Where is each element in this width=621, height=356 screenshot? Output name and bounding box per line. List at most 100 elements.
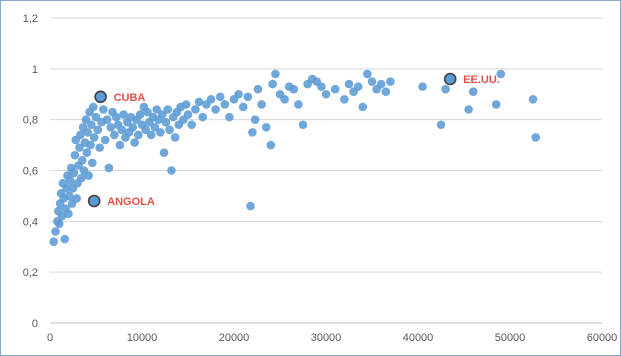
data-points: [49, 69, 541, 246]
data-point: [157, 110, 167, 119]
data-point: [87, 120, 96, 130]
data-point: [84, 171, 93, 180]
data-point: [95, 143, 104, 152]
x-tick-label: 0: [47, 332, 53, 344]
data-point: [161, 117, 171, 127]
data-point: [54, 219, 64, 229]
data-point: [248, 128, 257, 137]
data-point: [128, 122, 138, 132]
tick-labels: 0 0,2 0,4 0,6 0,8 1 1,2 0 10000 20000 30000 40000 50…: [23, 13, 618, 344]
data-point: [330, 84, 340, 94]
data-point: [215, 92, 225, 102]
data-point: [62, 183, 71, 193]
y-tick-label: 0,4: [23, 216, 38, 228]
data-point: [246, 201, 255, 211]
data-point: [100, 135, 110, 145]
data-point: [194, 97, 204, 107]
data-point: [163, 105, 173, 114]
data-point: [238, 102, 248, 112]
data-point: [115, 140, 125, 150]
data-point: [75, 143, 84, 152]
data-point: [111, 112, 121, 122]
data-point: [65, 191, 74, 201]
data-point: [250, 115, 260, 124]
data-point: [353, 82, 363, 91]
data-point: [187, 120, 196, 130]
y-tick-label: 0,6: [23, 166, 38, 178]
x-tick-label: 40000: [403, 332, 434, 344]
data-point: [340, 95, 349, 104]
data-point: [82, 148, 92, 158]
data-point: [317, 82, 326, 91]
data-point: [119, 110, 128, 119]
data-point: [91, 112, 101, 122]
data-point: [211, 105, 220, 114]
x-tick-label: 20000: [219, 332, 250, 344]
data-point: [72, 194, 81, 203]
data-point: [271, 69, 280, 79]
data-point: [81, 115, 91, 124]
data-point: [191, 105, 200, 114]
x-tick-label: 30000: [311, 332, 342, 344]
data-point: [134, 130, 143, 140]
annotation-label: EE.UU.: [463, 74, 500, 86]
highlighted-points: CUBA ANGOLA EE.UU.: [87, 72, 500, 208]
data-point: [76, 130, 85, 140]
data-point: [266, 140, 276, 150]
data-point: [367, 77, 377, 86]
data-point: [468, 87, 478, 97]
highlight-point: [87, 194, 101, 208]
data-point: [117, 125, 127, 135]
data-point: [183, 110, 193, 119]
data-point: [289, 84, 299, 94]
data-point: [130, 138, 139, 147]
y-tick-label: 1,2: [23, 13, 38, 25]
data-point: [268, 79, 277, 89]
data-point: [60, 234, 70, 244]
data-point: [104, 163, 114, 173]
y-tick-label: 0: [32, 318, 38, 330]
data-point: [181, 100, 191, 109]
data-point: [358, 102, 368, 112]
data-point: [234, 89, 243, 99]
data-point: [491, 100, 501, 109]
data-point: [93, 125, 103, 135]
data-point: [170, 133, 180, 142]
data-point: [69, 168, 79, 178]
data-point: [436, 120, 446, 130]
data-point: [363, 69, 372, 79]
data-point: [150, 122, 160, 132]
x-tick-label: 10000: [127, 332, 158, 344]
data-point: [88, 102, 98, 112]
data-point: [386, 77, 395, 86]
data-point: [225, 112, 234, 122]
data-point: [141, 125, 150, 135]
data-point: [64, 209, 73, 219]
y-tick-label: 1: [32, 64, 38, 76]
data-point: [220, 100, 230, 109]
data-point: [261, 122, 271, 132]
data-point: [381, 87, 391, 97]
data-point: [441, 84, 450, 94]
data-point: [167, 166, 176, 175]
data-point: [376, 79, 386, 89]
data-point: [321, 89, 331, 99]
data-point: [253, 84, 263, 94]
data-point: [86, 140, 95, 150]
data-point: [99, 105, 108, 114]
data-point: [89, 133, 99, 142]
data-point: [135, 110, 145, 119]
data-point: [88, 158, 97, 168]
data-point: [156, 128, 165, 137]
data-point: [198, 112, 208, 122]
data-point: [280, 95, 289, 104]
data-point: [77, 156, 87, 165]
x-tick-label: 50000: [495, 332, 526, 344]
data-point: [243, 92, 253, 102]
data-point: [110, 130, 119, 140]
data-point: [152, 105, 162, 114]
data-point: [464, 105, 473, 114]
data-point: [70, 150, 80, 160]
data-point: [65, 176, 75, 185]
